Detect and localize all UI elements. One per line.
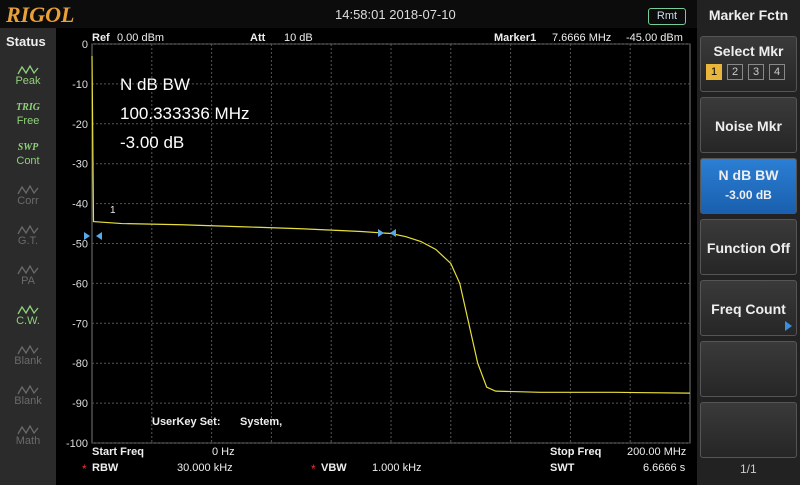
menu-button[interactable]: Freq Count: [700, 280, 797, 336]
status-item[interactable]: Peak: [15, 75, 41, 87]
marker-label: Marker1: [494, 32, 537, 44]
y-tick-label: -80: [72, 358, 88, 370]
plot-background: [56, 28, 697, 485]
ndb-level: -3.00 dB: [120, 133, 185, 152]
menu-button[interactable]: Noise Mkr: [700, 97, 797, 153]
menu-button-label: Noise Mkr: [715, 118, 782, 134]
status-icon: [17, 264, 39, 275]
y-tick-label: -30: [72, 159, 88, 171]
status-icon: [17, 424, 39, 435]
stop-value: 200.00 MHz: [627, 446, 687, 458]
status-item[interactable]: Free: [16, 115, 40, 127]
menu-button[interactable]: Function Off: [700, 219, 797, 275]
menu-button-label: N dB BW: [718, 167, 779, 183]
vbw-flag: *: [311, 462, 316, 476]
y-tick-label: -40: [72, 199, 88, 211]
status-item[interactable]: C.W.: [16, 315, 40, 327]
trace: [91, 55, 691, 394]
status-icon: [17, 224, 39, 235]
stop-label: Stop Freq: [550, 446, 602, 458]
more-arrow: [785, 321, 792, 331]
status-icon: [17, 184, 39, 195]
att-value: 10 dB: [284, 32, 313, 44]
y-tick-label: 0: [82, 39, 88, 51]
menu-button-label: Function Off: [706, 240, 791, 256]
y-tick-label: -20: [72, 119, 88, 131]
top-bar: [0, 0, 697, 28]
status-icons: [17, 64, 39, 435]
ref-value: 0.00 dBm: [117, 32, 165, 44]
ndb-title: N dB BW: [120, 75, 190, 94]
menu-button-empty: [700, 341, 797, 397]
status-item[interactable]: G.T.: [17, 235, 39, 247]
status-icon: [17, 64, 39, 75]
status-tag: SWP: [17, 142, 39, 153]
marker-number: 1: [110, 205, 116, 216]
select-marker-label: Select Mkr: [713, 43, 784, 59]
start-label: Start Freq: [92, 446, 144, 458]
menu-title: Marker Fctn: [708, 7, 789, 23]
marker-level: -45.00 dBm: [626, 32, 683, 44]
y-tick-label: -90: [72, 398, 88, 410]
userkey-value: System,: [240, 416, 283, 428]
menu-page: 1/1: [740, 462, 757, 476]
marker-arrow: [84, 232, 102, 240]
menu-button-empty: [700, 402, 797, 458]
marker-option[interactable]: 3: [748, 64, 764, 80]
vbw-label: VBW: [321, 462, 347, 474]
swt-value: 6.6666 s: [643, 462, 686, 474]
status-item[interactable]: Blank: [14, 395, 42, 407]
att-label: Att: [250, 32, 266, 44]
datetime: 14:58:01 2018-07-10: [335, 7, 456, 22]
status-sidebar: [0, 28, 56, 485]
status-icon: [17, 304, 39, 315]
marker-option[interactable]: 4: [769, 64, 785, 80]
status-item[interactable]: Cont: [16, 155, 40, 167]
marker-freq: 7.6666 MHz: [552, 32, 612, 44]
status-title: Status: [6, 34, 46, 49]
userkey-label: UserKey Set:: [152, 416, 221, 428]
ref-label: Ref: [92, 32, 110, 44]
marker-option[interactable]: 2: [727, 64, 743, 80]
menu-button-label: Freq Count: [711, 301, 786, 317]
status-item[interactable]: Math: [15, 435, 41, 447]
vbw-value: 1.000 kHz: [372, 462, 422, 474]
spectrum-plot: 0 -10 -20 -30 -40 -50 -60 -70 -80 -90 -100: [56, 28, 697, 485]
remote-indicator: Rmt: [648, 8, 686, 25]
rbw-value: 30.000 kHz: [177, 462, 233, 474]
menu-button[interactable]: N dB BW -3.00 dB: [700, 158, 797, 214]
logo: RIGOL: [6, 2, 75, 27]
status-item[interactable]: PA: [21, 275, 35, 287]
status-icon: [17, 384, 39, 395]
swt-label: SWT: [550, 462, 575, 474]
marker-option-selected[interactable]: 1: [706, 64, 722, 80]
status-item[interactable]: Corr: [17, 195, 39, 207]
y-tick-label: -70: [72, 318, 88, 330]
start-value: 0 Hz: [212, 446, 235, 458]
marker-arrow: [378, 229, 396, 237]
ndb-bandwidth: 100.333336 MHz: [120, 104, 250, 123]
y-tick-label: -50: [72, 239, 88, 251]
y-tick-label: -10: [72, 79, 88, 91]
y-tick-label: -100: [66, 438, 88, 450]
rbw-label: RBW: [92, 462, 119, 474]
status-item[interactable]: Blank: [14, 355, 42, 367]
status-tag: TRIG: [16, 102, 40, 113]
y-tick-label: -60: [72, 278, 88, 290]
status-icon: [17, 344, 39, 355]
menu-button-value: -3.00 dB: [725, 188, 772, 202]
rbw-flag: *: [82, 462, 87, 476]
